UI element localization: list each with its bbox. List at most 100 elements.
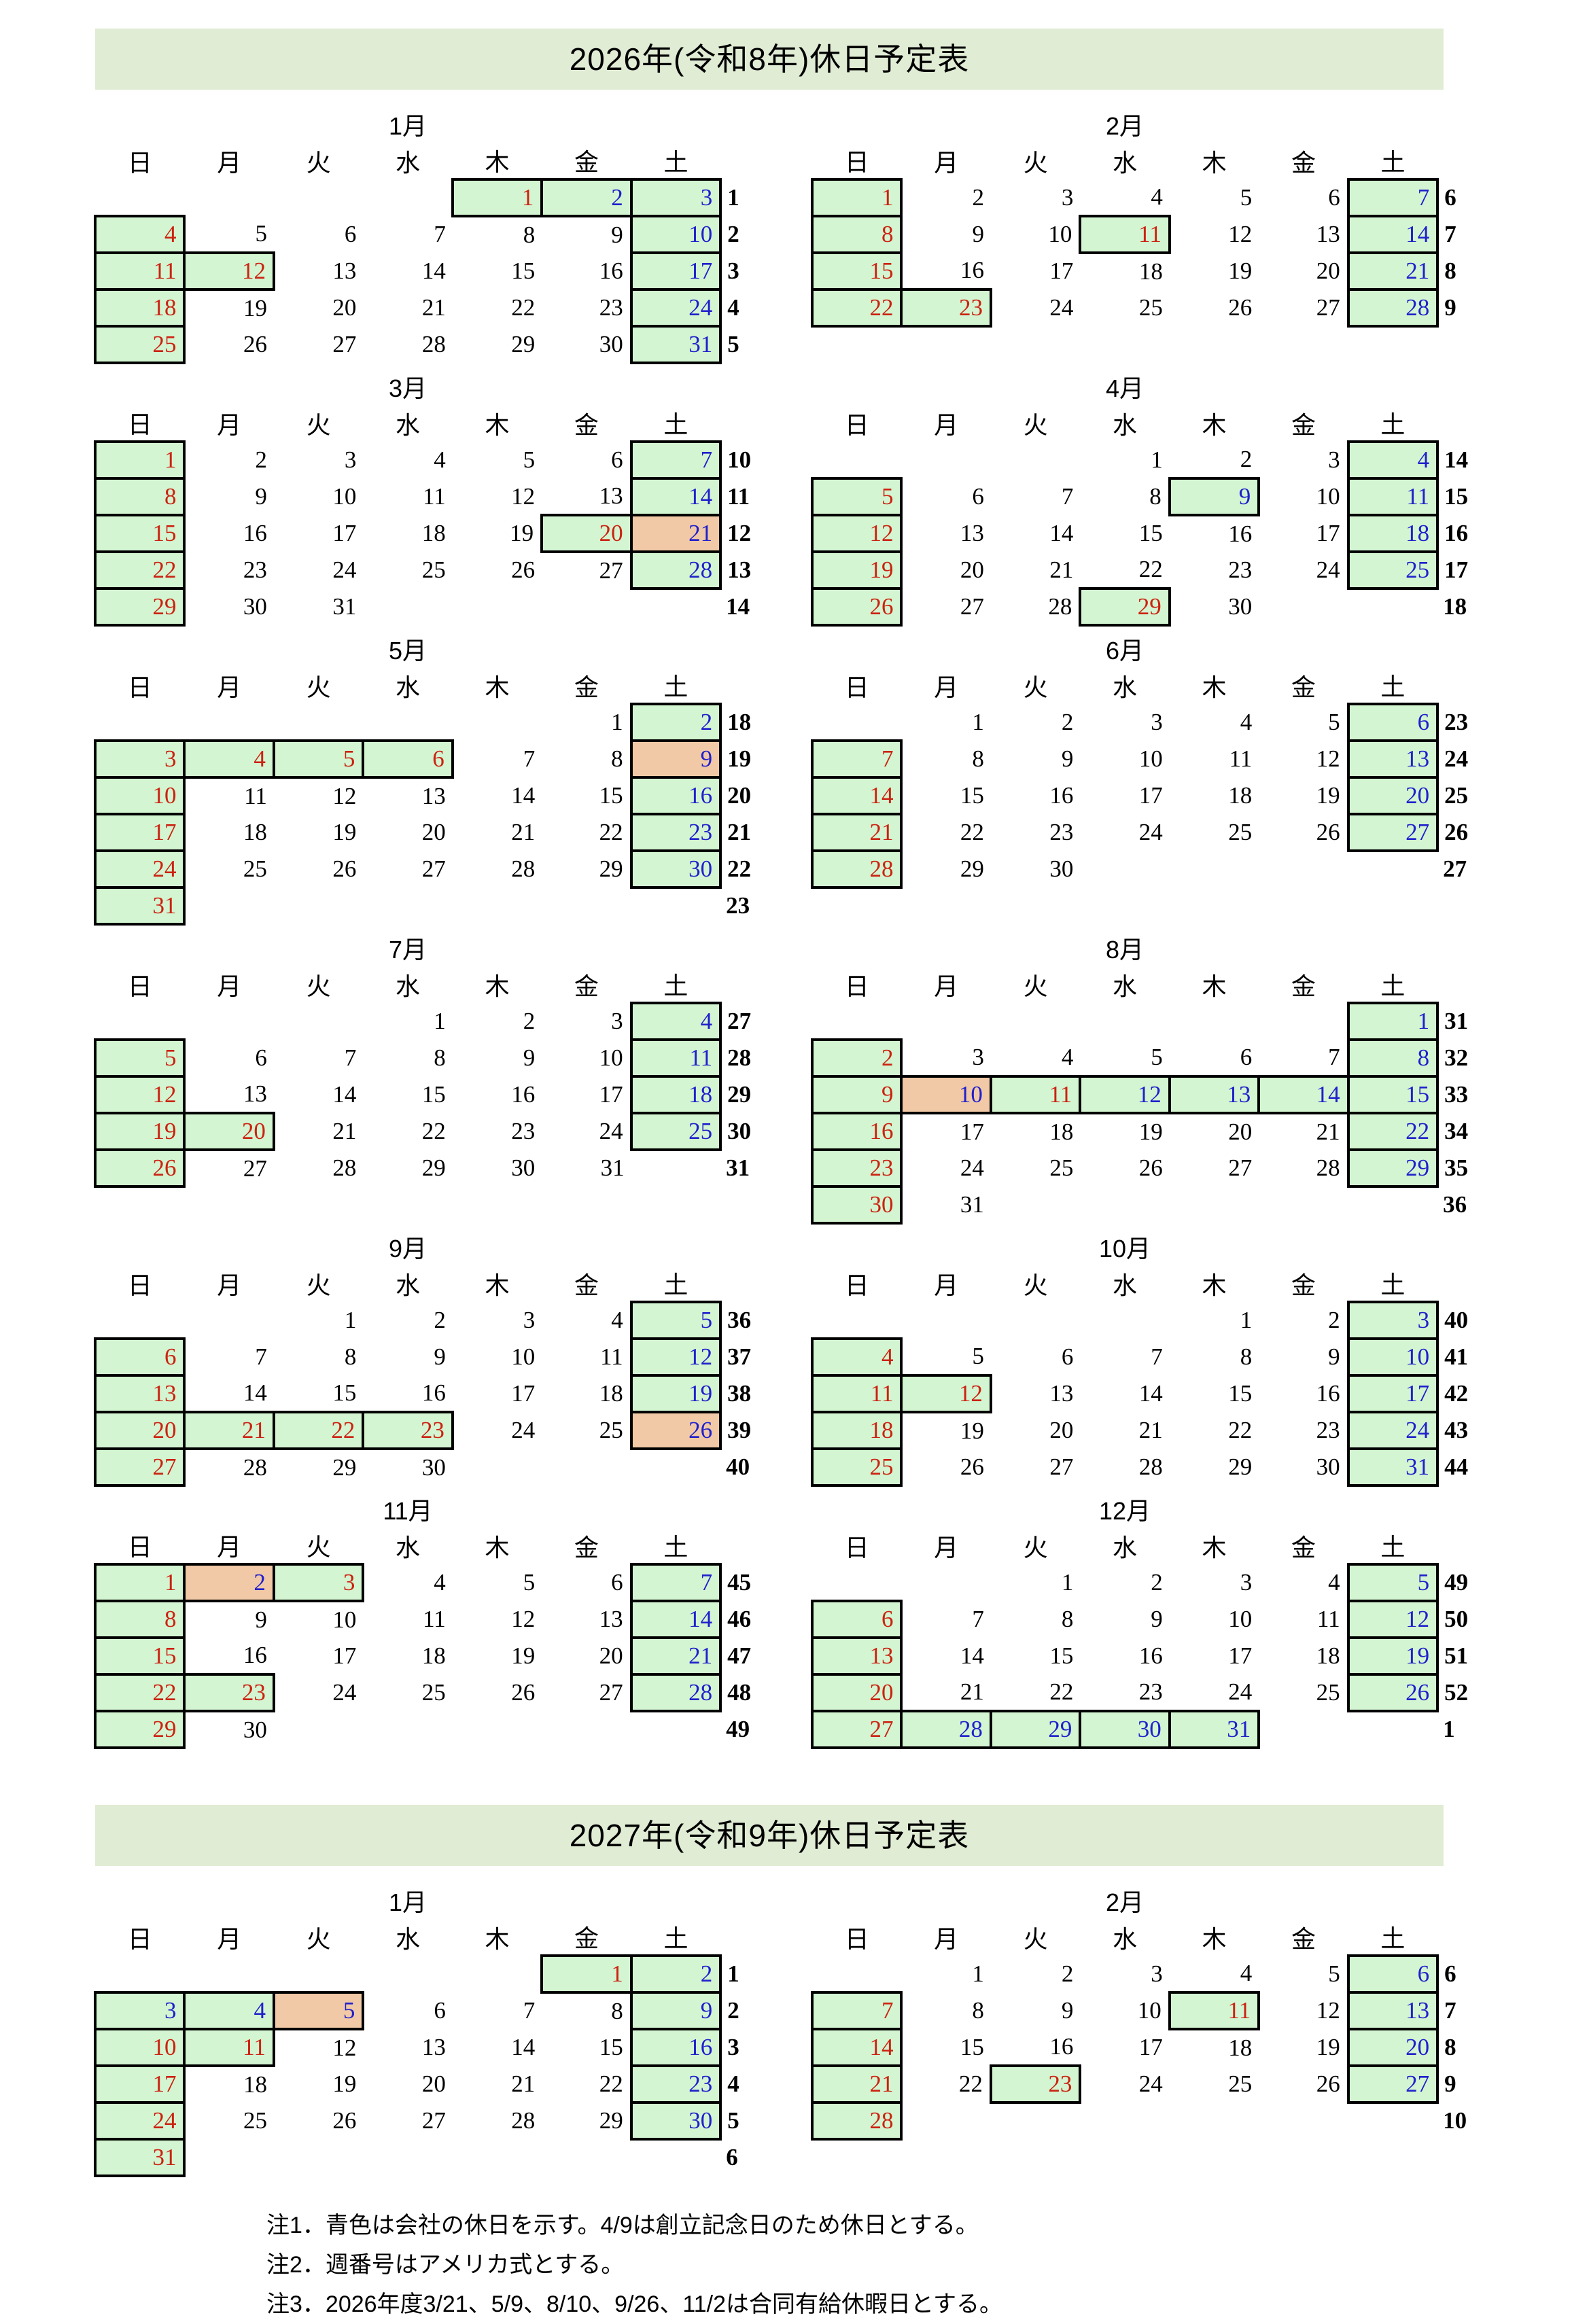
day-cell: 3 [1061, 184, 1074, 211]
day-cell: 9 [1061, 745, 1074, 772]
week-number-header [720, 405, 768, 442]
week-number: 45 [727, 1569, 752, 1596]
day-cell: 16 [511, 1081, 536, 1108]
day-cell: 28 [1346, 288, 1439, 328]
week-number: 51 [1444, 1642, 1469, 1669]
day-cell: 27 [1049, 1454, 1074, 1480]
week-number-header [1437, 405, 1485, 442]
day-cell: 30 [1049, 856, 1074, 882]
day-cell: 24 [332, 557, 357, 583]
day-cell: 11 [989, 1075, 1082, 1114]
weekday-header: 水 [396, 1925, 421, 1953]
weekday-header: 日 [844, 673, 869, 701]
day-cell: 26 [1316, 819, 1340, 845]
week-number: 42 [1444, 1380, 1469, 1407]
day-cell: 6 [255, 1044, 267, 1071]
day-cell: 16 [421, 1379, 446, 1406]
week-row: 27 28 29 30 40 [93, 1447, 768, 1487]
weekday-header: 水 [1113, 411, 1138, 439]
day-cell: 1 [344, 1307, 357, 1333]
weekday-header: 木 [1202, 673, 1227, 701]
weekday-header: 金 [1291, 673, 1316, 701]
day-cell: 26 [629, 1411, 722, 1450]
day-cell: 4 [1151, 183, 1163, 210]
months-grid-2027: 1月日月火水木金土 1 2 1 3 4 5 6 7 8 9 2 10 11 12 13 14 15 16 3 17 18 1… [0, 1886, 1589, 2185]
day-cell: 22 [958, 2071, 983, 2097]
day-cell: 17 [599, 1081, 623, 1108]
day-cell: 10 [1346, 1337, 1439, 1377]
day-cell: 8 [611, 745, 623, 772]
day-cell: 4 [1346, 440, 1439, 480]
week-number: 44 [1444, 1454, 1469, 1480]
week-number: 47 [727, 1642, 752, 1669]
week-row: 11 12 13 14 15 16 17 3 [93, 251, 768, 291]
week-row: 1 2 18 [95, 703, 768, 742]
day-cell [1348, 1186, 1437, 1223]
day-cell [184, 704, 273, 741]
day-cell: 9 [629, 739, 722, 779]
day-cell: 24 [1346, 1411, 1439, 1450]
day-cell: 22 [960, 819, 984, 845]
day-cell: 29 [989, 1710, 1082, 1749]
weekday-header: 水 [1113, 149, 1138, 177]
day-cell: 19 [243, 295, 267, 321]
day-cell: 7 [1328, 1044, 1340, 1070]
week-number-header [1437, 1528, 1485, 1564]
week-number: 23 [1444, 709, 1469, 735]
weekday-header: 木 [485, 1534, 510, 1562]
day-cell [363, 2139, 452, 2176]
weekday-header: 日 [127, 1925, 152, 1953]
day-cell: 8 [1240, 1343, 1253, 1370]
day-cell: 9 [1328, 1343, 1340, 1370]
day-cell [453, 1449, 542, 1485]
day-cell: 11 [1346, 477, 1439, 516]
week-row: 31 23 [93, 886, 768, 926]
week-row: 18 19 20 21 22 23 24 43 [810, 1411, 1485, 1450]
day-cell: 4 [611, 1307, 623, 1333]
weekday-header: 金 [1291, 411, 1316, 439]
day-cell: 18 [810, 1411, 903, 1450]
day-cell: 16 [629, 776, 722, 815]
day-cell: 2 [629, 703, 722, 742]
week-number: 49 [726, 1716, 750, 1742]
weekday-header: 木 [485, 1925, 510, 1953]
week-number: 21 [727, 819, 752, 845]
week-row: 1 2 3 4 27 [95, 1002, 768, 1041]
month-label: 8月 [1105, 936, 1145, 964]
week-row: 21 22 23 24 25 26 27 26 [810, 813, 1485, 852]
day-cell: 20 [599, 1642, 623, 1669]
day-cell: 7 [1346, 178, 1439, 217]
week-row: 15 16 17 18 19 20 21 8 [810, 251, 1485, 291]
day-cell: 12 [1346, 1600, 1439, 1639]
week-row: 15 16 17 18 19 20 21 47 [93, 1636, 768, 1676]
week-number: 8 [1444, 2034, 1456, 2060]
year-title-2027: 2027年(令和9年)休日予定表 [95, 1805, 1444, 1866]
day-cell: 30 [810, 1185, 903, 1225]
day-cell [95, 1302, 184, 1339]
day-cell: 5 [1151, 1044, 1163, 1070]
day-cell: 21 [1049, 557, 1074, 583]
weekday-header: 日 [844, 1534, 869, 1562]
day-cell: 12 [1079, 1075, 1171, 1114]
day-cell: 11 [244, 783, 267, 809]
weekday-header: 木 [485, 411, 510, 439]
week-row: 19 20 21 22 23 24 25 17 [810, 550, 1485, 590]
day-cell: 31 [93, 886, 186, 926]
day-cell: 2 [1151, 1569, 1163, 1596]
day-cell: 28 [332, 1155, 357, 1181]
day-cell [542, 588, 631, 625]
day-cell: 23 [1049, 819, 1074, 845]
day-cell: 15 [421, 1081, 446, 1108]
week-number-header [720, 1919, 768, 1956]
day-cell [631, 2139, 720, 2176]
day-cell: 6 [93, 1337, 186, 1377]
week-number: 39 [727, 1417, 752, 1443]
day-cell: 2 [183, 1563, 275, 1602]
day-cell: 25 [1228, 819, 1253, 845]
day-cell [274, 1711, 363, 1748]
day-cell: 12 [1228, 221, 1253, 247]
day-cell: 14 [1346, 215, 1439, 254]
day-cell [363, 179, 452, 216]
day-cell: 25 [1049, 1155, 1074, 1181]
